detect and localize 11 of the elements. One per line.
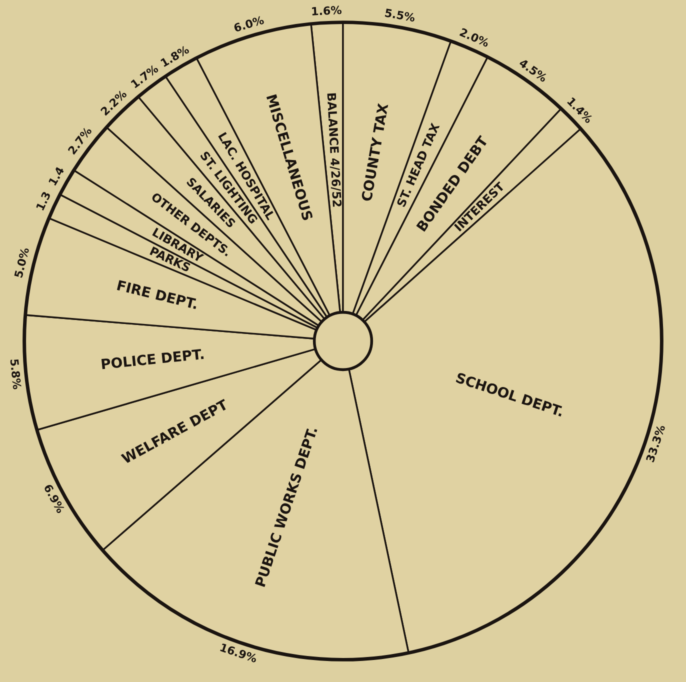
- data-label: 1.6%: [312, 6, 342, 16]
- data-label: 5.0%: [14, 247, 30, 278]
- data-label: 6.0%: [233, 16, 264, 32]
- data-label: 5.5%: [384, 8, 416, 22]
- data-label: 1.3: [36, 191, 51, 211]
- data-label: 1.4: [48, 166, 64, 186]
- slice-label: COUNTY TAX: [361, 102, 388, 202]
- data-label: 5.8%: [10, 359, 22, 390]
- slice-label: POLICE DEPT.: [101, 348, 204, 370]
- slice-label: FIRE DEPT.: [116, 280, 198, 310]
- slice-label: BALANCE 4/26/52: [326, 93, 342, 207]
